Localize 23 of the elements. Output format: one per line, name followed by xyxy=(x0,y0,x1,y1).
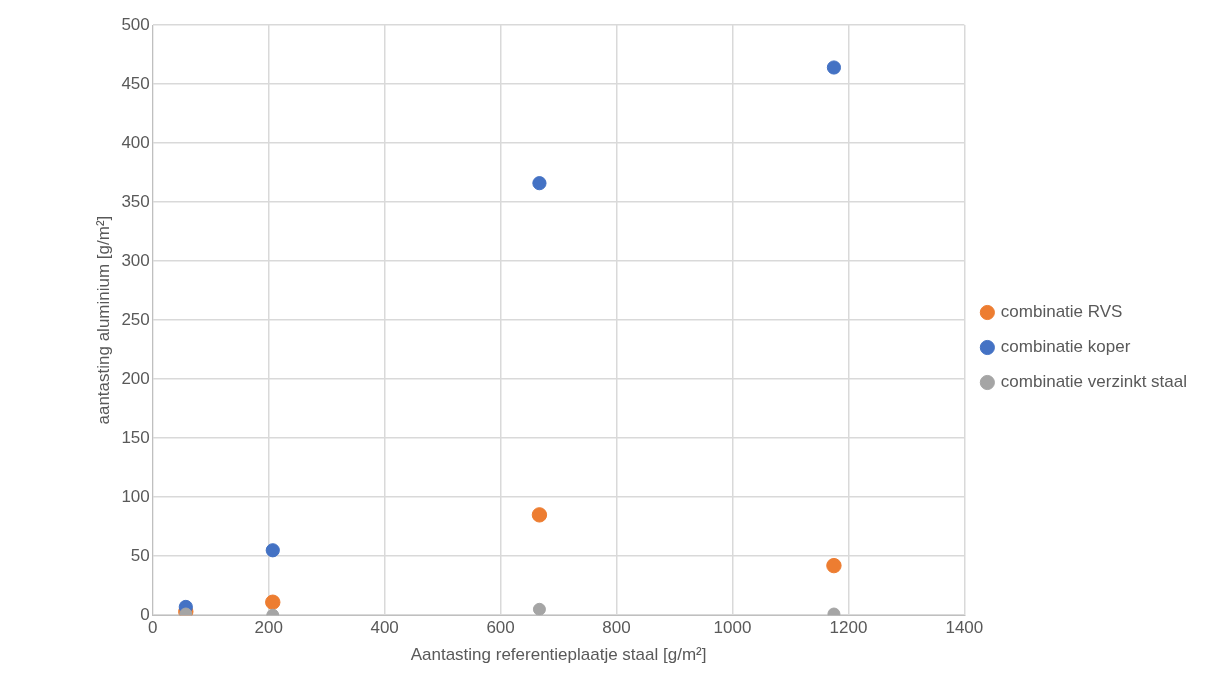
y-tick-label: 450 xyxy=(121,73,150,93)
x-tick-label: 400 xyxy=(370,618,399,638)
legend-label: combinatie RVS xyxy=(1000,302,1123,322)
x-tick-label: 1200 xyxy=(829,618,868,638)
y-tick-label: 300 xyxy=(121,250,150,270)
y-tick-label: 400 xyxy=(121,132,150,152)
y-axis-title: aantasting aluminium [g/m²] xyxy=(93,215,113,425)
x-tick-label: 1400 xyxy=(945,618,984,638)
y-tick-label: 350 xyxy=(121,191,150,211)
y-tick-label: 50 xyxy=(130,545,150,565)
x-tick-label: 200 xyxy=(254,618,283,638)
y-tick-label: 500 xyxy=(121,14,150,34)
y-tick-label: 100 xyxy=(121,486,150,506)
x-tick-label: 600 xyxy=(486,618,515,638)
y-tick-label: 150 xyxy=(121,427,150,447)
x-tick-label: 800 xyxy=(602,618,631,638)
legend-label: combinatie koper xyxy=(1000,337,1131,357)
x-axis-title: Aantasting referentieplaatje staal [g/m²] xyxy=(410,645,707,665)
legend-label: combinatie verzinkt staal xyxy=(1000,372,1187,392)
y-tick-label: 200 xyxy=(121,368,150,388)
y-tick-label: 0 xyxy=(140,604,150,624)
y-tick-label: 250 xyxy=(121,309,150,329)
x-tick-label: 1000 xyxy=(713,618,752,638)
